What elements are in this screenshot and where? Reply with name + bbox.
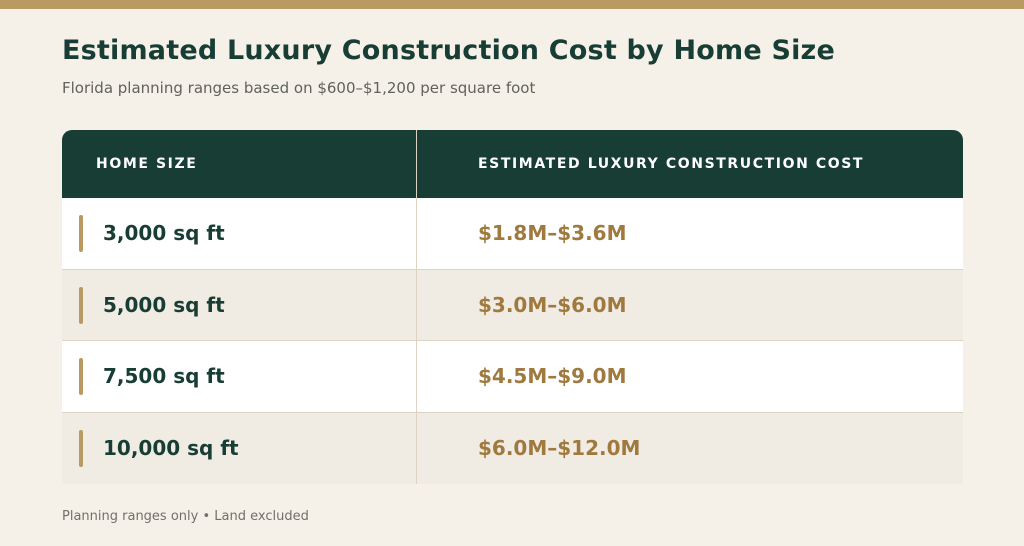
- home-size-cell: 5,000 sq ft: [103, 270, 225, 342]
- table-body: 3,000 sq ft $1.8M–$3.6M 5,000 sq ft $3.0…: [62, 198, 963, 484]
- table-header: HOME SIZE ESTIMATED LUXURY CONSTRUCTION …: [62, 130, 963, 198]
- table-row: 3,000 sq ft $1.8M–$3.6M: [62, 198, 963, 270]
- home-size-cell: 10,000 sq ft: [103, 413, 239, 485]
- estimated-cost-cell: $4.5M–$9.0M: [478, 341, 627, 413]
- row-accent-marker: [79, 215, 83, 252]
- column-header-estimated-cost: ESTIMATED LUXURY CONSTRUCTION COST: [478, 130, 864, 198]
- home-size-cell: 7,500 sq ft: [103, 341, 225, 413]
- table-row: 5,000 sq ft $3.0M–$6.0M: [62, 270, 963, 342]
- estimated-cost-cell: $1.8M–$3.6M: [478, 198, 627, 270]
- footnote: Planning ranges only • Land excluded: [62, 509, 309, 524]
- chart-title: Estimated Luxury Construction Cost by Ho…: [62, 35, 835, 66]
- cost-table: HOME SIZE ESTIMATED LUXURY CONSTRUCTION …: [62, 130, 963, 484]
- chart-subtitle: Florida planning ranges based on $600–$1…: [62, 79, 535, 97]
- row-accent-marker: [79, 430, 83, 467]
- estimated-cost-cell: $6.0M–$12.0M: [478, 413, 640, 485]
- table-row: 10,000 sq ft $6.0M–$12.0M: [62, 413, 963, 485]
- row-accent-marker: [79, 287, 83, 324]
- estimated-cost-cell: $3.0M–$6.0M: [478, 270, 627, 342]
- home-size-cell: 3,000 sq ft: [103, 198, 225, 270]
- column-header-home-size: HOME SIZE: [96, 130, 197, 198]
- table-row: 7,500 sq ft $4.5M–$9.0M: [62, 341, 963, 413]
- column-divider: [416, 130, 417, 484]
- row-accent-marker: [79, 358, 83, 395]
- top-accent-bar: [0, 0, 1024, 9]
